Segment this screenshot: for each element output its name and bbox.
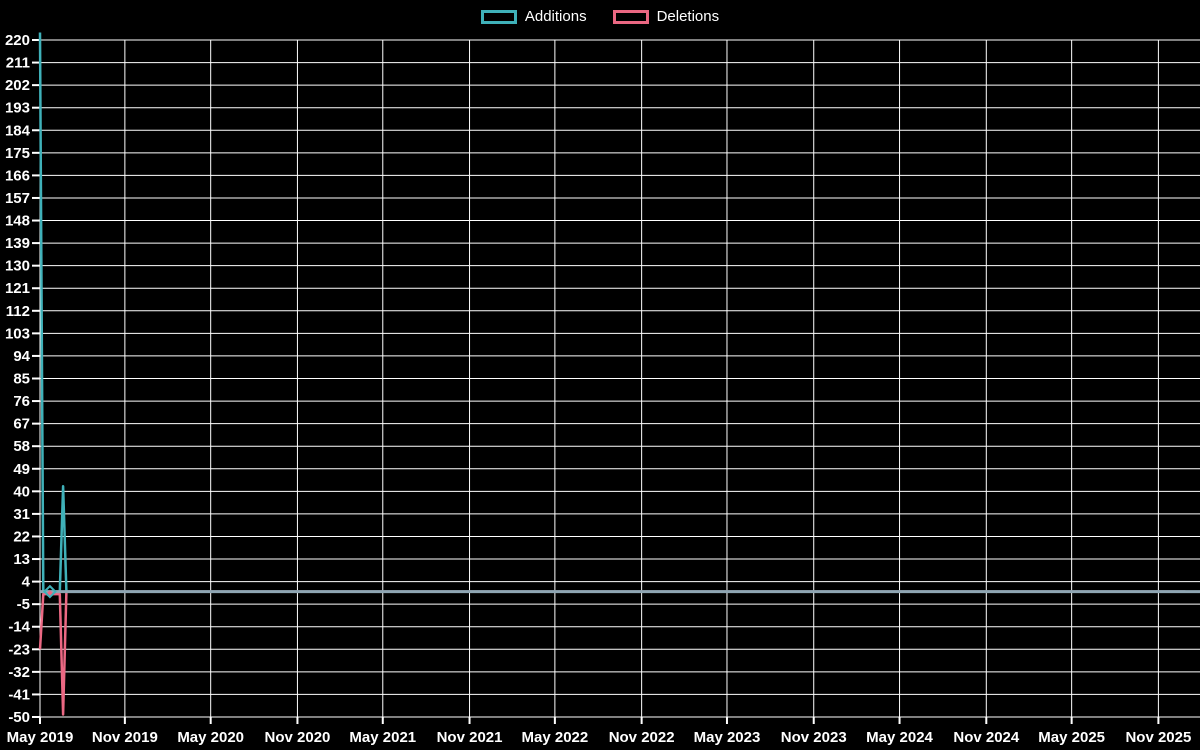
x-tick-label: May 2024 <box>866 729 933 746</box>
y-tick-label: -5 <box>17 596 30 613</box>
x-tick-label: May 2020 <box>177 729 244 746</box>
x-tick-label: Nov 2020 <box>265 729 331 746</box>
y-tick-label: -32 <box>8 664 30 681</box>
y-tick-label: 40 <box>13 483 30 500</box>
y-tick-label: 175 <box>5 145 30 162</box>
additions-swatch-icon <box>480 10 517 24</box>
x-tick-label: May 2021 <box>349 729 416 746</box>
x-tick-label: May 2025 <box>1038 729 1105 746</box>
y-tick-label: 49 <box>13 461 30 478</box>
y-tick-label: 4 <box>22 574 31 591</box>
y-tick-label: 31 <box>13 506 30 523</box>
y-tick-label: 166 <box>5 167 30 184</box>
x-tick-label: Nov 2022 <box>609 729 675 746</box>
y-tick-label: 130 <box>5 258 30 275</box>
x-tick-label: Nov 2023 <box>781 729 847 746</box>
deletions-swatch-icon <box>612 10 649 24</box>
y-tick-label: 193 <box>5 100 30 117</box>
y-tick-label: 76 <box>13 393 30 410</box>
series-line-additions <box>38 32 1186 593</box>
legend-label-additions: Additions <box>524 8 587 25</box>
y-tick-label: 67 <box>13 416 30 433</box>
y-tick-label: 13 <box>13 551 30 568</box>
y-tick-label: 202 <box>5 77 30 94</box>
y-tick-label: 211 <box>6 55 30 72</box>
y-tick-label: -50 <box>8 709 30 726</box>
x-tick-label: Nov 2021 <box>437 729 503 746</box>
y-tick-label: 103 <box>5 325 30 342</box>
x-tick-label: May 2023 <box>694 729 761 746</box>
legend-item-deletions[interactable]: Deletions <box>612 8 720 26</box>
y-tick-label: 94 <box>13 348 30 365</box>
y-tick-label: -14 <box>8 619 30 636</box>
y-tick-label: -41 <box>8 686 30 703</box>
y-tick-label: 157 <box>5 190 30 207</box>
y-tick-label: 58 <box>13 438 30 455</box>
x-tick-label: May 2019 <box>7 729 74 746</box>
legend-label-deletions: Deletions <box>656 8 720 25</box>
x-tick-label: Nov 2024 <box>953 729 1020 746</box>
x-tick-label: May 2022 <box>522 729 589 746</box>
series-line-deletions <box>38 590 1186 716</box>
y-tick-label: 85 <box>13 371 30 388</box>
y-tick-label: 22 <box>13 528 30 545</box>
y-tick-label: -23 <box>8 641 30 658</box>
legend-item-additions[interactable]: Additions <box>480 8 587 26</box>
y-tick-label: 220 <box>5 32 30 49</box>
x-tick-label: Nov 2019 <box>92 729 158 746</box>
additions-point-marker[interactable] <box>42 584 57 599</box>
y-tick-label: 139 <box>5 235 30 252</box>
x-tick-label: Nov 2025 <box>1125 729 1191 746</box>
y-tick-label: 112 <box>6 303 30 320</box>
y-tick-label: 121 <box>5 280 30 297</box>
y-tick-label: 148 <box>5 213 30 230</box>
chart-legend: Additions Deletions <box>0 8 1200 26</box>
y-tick-label: 184 <box>5 122 31 139</box>
